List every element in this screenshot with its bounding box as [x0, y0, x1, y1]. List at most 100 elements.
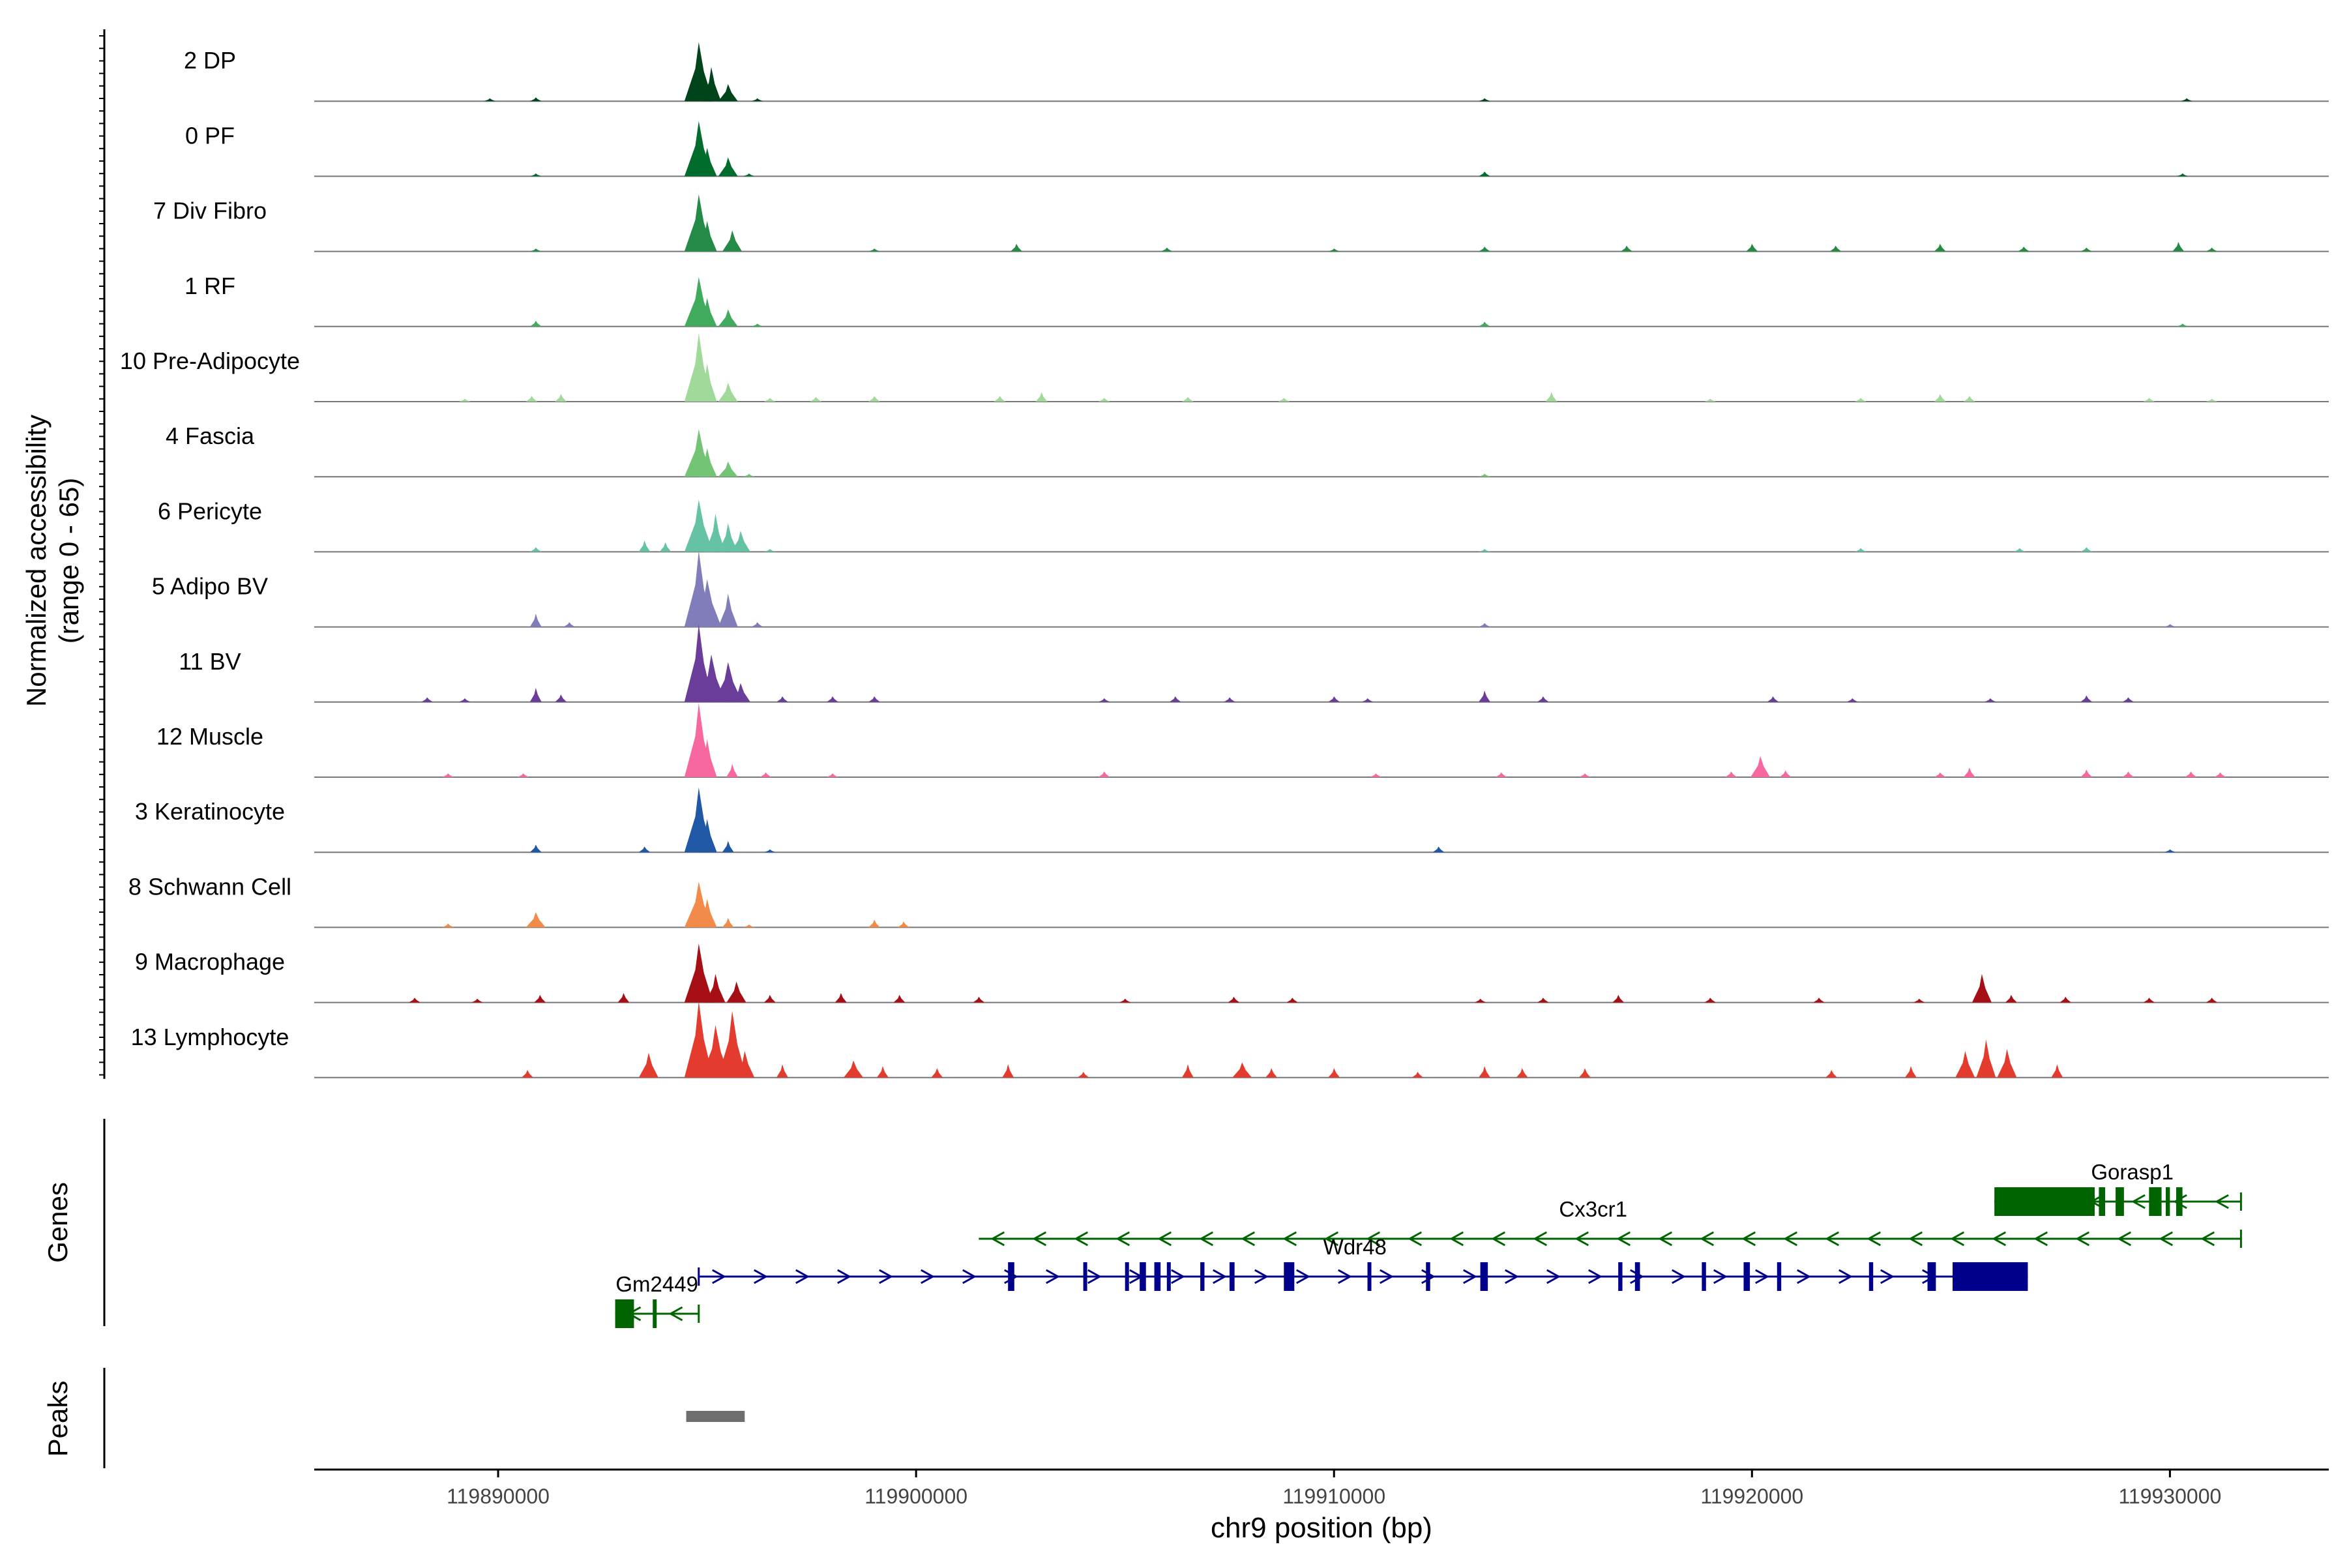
- coverage-peak-11-bv-18: [1767, 696, 1779, 702]
- exon-wdr48-2: [1125, 1262, 1129, 1291]
- coverage-peak-2-dp-2: [684, 42, 713, 102]
- coverage-peak-5-adipo-bv-5: [751, 622, 763, 627]
- coverage-peak-11-bv-13: [1224, 697, 1235, 702]
- coverage-peak-9-macrophage-15: [1537, 998, 1549, 1003]
- coverage-peak-10-pre-adipocyte-20: [2206, 398, 2218, 402]
- strand-arrow-wdr48-20: [1546, 1269, 1561, 1284]
- track-label-11-bv: 11 BV: [179, 648, 241, 675]
- strand-arrow-cx3cr1-19: [1783, 1231, 1798, 1247]
- coverage-peak-7-div-fibro-10: [1746, 243, 1758, 252]
- coverage-peak-12-muscle-7: [1098, 771, 1110, 777]
- coverage-peak-10-pre-adipocyte-14: [1545, 392, 1557, 402]
- exon-wdr48-14: [1702, 1262, 1706, 1291]
- track-8-schwann-cell: 8 Schwann Cell: [128, 873, 2329, 928]
- exon-wdr48-16: [1777, 1262, 1782, 1291]
- track-9-macrophage: 9 Macrophage: [135, 943, 2329, 1003]
- coverage-peak-10-pre-adipocyte-10: [1035, 392, 1048, 402]
- coverage-peak-0-pf-3: [718, 157, 738, 177]
- strand-arrow-cx3cr1-9: [1366, 1231, 1381, 1247]
- y-axis-label: Normalized accessibility: [21, 415, 52, 707]
- coverage-peak-7-div-fibro-9: [1621, 245, 1632, 252]
- track-5-adipo-bv: 5 Adipo BV: [152, 550, 2329, 628]
- exon-wdr48-15: [1743, 1262, 1750, 1291]
- strand-arrow-cx3cr1-20: [1825, 1231, 1840, 1247]
- coverage-peak-7-div-fibro-11: [1829, 245, 1842, 252]
- coverage-peak-6-pericyte-3: [684, 499, 713, 552]
- coverage-peak-11-bv-12: [1169, 696, 1181, 702]
- coverage-peak-11-bv-15: [1361, 698, 1374, 702]
- coverage-peak-11-bv-22: [2122, 697, 2134, 702]
- gene-label-gm2449: Gm2449: [615, 1272, 698, 1296]
- strand-arrow-cx3cr1-3: [1115, 1231, 1130, 1247]
- coverage-peak-11-bv-9: [826, 696, 838, 702]
- coverage-peak-11-bv-0: [421, 697, 434, 702]
- peaks-panel: [686, 1411, 745, 1422]
- coverage-peak-12-muscle-17: [2122, 771, 2134, 777]
- coverage-peak-8-schwann-cell-1: [525, 912, 546, 928]
- exon-gorasp1-4: [2165, 1187, 2170, 1216]
- coverage-peak-13-lymphocyte-9: [931, 1068, 943, 1078]
- coverage-peak-7-div-fibro-6: [1160, 247, 1173, 252]
- coverage-peak-13-lymphocyte-22: [1955, 1050, 1975, 1078]
- coverage-peak-1-rf-3: [718, 309, 738, 327]
- track-1-rf: 1 RF: [185, 273, 2329, 327]
- strand-arrow-cx3cr1-8: [1324, 1231, 1339, 1247]
- coverage-peak-1-rf-4: [751, 323, 763, 327]
- coverage-peak-7-div-fibro-15: [2172, 242, 2185, 252]
- coverage-peak-0-pf-5: [1479, 171, 1490, 177]
- coverage-peak-11-bv-1: [458, 698, 471, 702]
- coverage-peak-8-schwann-cell-7: [897, 921, 909, 928]
- exon-wdr48-11: [1480, 1262, 1488, 1291]
- coverage-peak-8-schwann-cell-4: [722, 917, 734, 928]
- strand-arrow-cx3cr1-21: [1867, 1231, 1882, 1247]
- coverage-peak-5-adipo-bv-0: [529, 614, 542, 627]
- strand-arrow-cx3cr1-22: [1908, 1231, 1923, 1247]
- exon-gm2449-1: [653, 1299, 657, 1328]
- coverage-peak-0-pf-4: [743, 173, 755, 177]
- coverage-peak-9-macrophage-17: [1704, 998, 1717, 1003]
- strand-arrow-gorasp1-4: [2173, 1194, 2187, 1209]
- exon-gm2449-0: [615, 1299, 634, 1328]
- coverage-peak-12-muscle-0: [442, 773, 454, 777]
- coverage-peak-3-keratinocyte-1: [638, 846, 651, 853]
- strand-arrow-wdr48-17: [1421, 1269, 1436, 1284]
- track-label-3-keratinocyte: 3 Keratinocyte: [135, 798, 285, 825]
- coverage-peak-10-pre-adipocyte-15: [1704, 398, 1717, 402]
- gene-cx3cr1: Cx3cr1: [979, 1197, 2242, 1248]
- strand-arrow-wdr48-27: [1838, 1269, 1853, 1284]
- strand-arrow-wdr48-5: [921, 1269, 935, 1284]
- coverage-peak-9-macrophage-8: [834, 993, 847, 1003]
- coverage-peak-9-macrophage-11: [1119, 998, 1131, 1003]
- strand-arrow-cx3cr1-2: [1074, 1231, 1089, 1247]
- coverage-peak-11-bv-6: [713, 662, 743, 702]
- strand-arrow-wdr48-8: [1046, 1269, 1060, 1284]
- strand-arrow-cx3cr1-15: [1616, 1231, 1631, 1247]
- track-label-4-fascia: 4 Fascia: [166, 422, 255, 449]
- strand-arrow-cx3cr1-1: [1032, 1231, 1047, 1247]
- strand-arrow-wdr48-28: [1880, 1269, 1895, 1284]
- coverage-peak-9-macrophage-22: [2059, 996, 2072, 1003]
- strand-arrow-wdr48-19: [1505, 1269, 1519, 1284]
- coverage-peak-1-rf-2: [697, 298, 717, 327]
- coverage-peak-5-adipo-bv-6: [1479, 623, 1490, 627]
- y-axis: [99, 29, 106, 1079]
- coverage-peak-13-lymphocyte-12: [1181, 1064, 1194, 1078]
- coverage-tracks: 2 DP 0 PF 7 Div Fibro 1 RF 10 Pre-Adipocyte 4…: [120, 42, 2329, 1078]
- coverage-peak-3-keratinocyte-4: [722, 840, 734, 853]
- strand-arrow-cx3cr1-10: [1408, 1231, 1423, 1247]
- coverage-peak-10-pre-adipocyte-6: [763, 398, 776, 402]
- peak-region-0: [686, 1411, 745, 1422]
- track-label-13-lymphocyte: 13 Lymphocyte: [131, 1024, 289, 1050]
- coverage-peak-3-keratinocyte-3: [697, 819, 717, 853]
- gene-gm2449: Gm2449: [615, 1272, 700, 1328]
- coverage-peak-9-macrophage-7: [763, 994, 776, 1003]
- coverage-peak-13-lymphocyte-8: [876, 1066, 889, 1078]
- coverage-peak-6-pericyte-1: [638, 540, 651, 552]
- strand-arrow-cx3cr1-7: [1282, 1231, 1297, 1247]
- coverage-peak-11-bv-20: [1984, 698, 1996, 702]
- coverage-peak-9-macrophage-4: [684, 943, 713, 1003]
- strand-arrow-wdr48-1: [754, 1269, 768, 1284]
- coverage-peak-4-fascia-3: [743, 473, 755, 477]
- peaks-panel-label: Peaks: [42, 1381, 73, 1457]
